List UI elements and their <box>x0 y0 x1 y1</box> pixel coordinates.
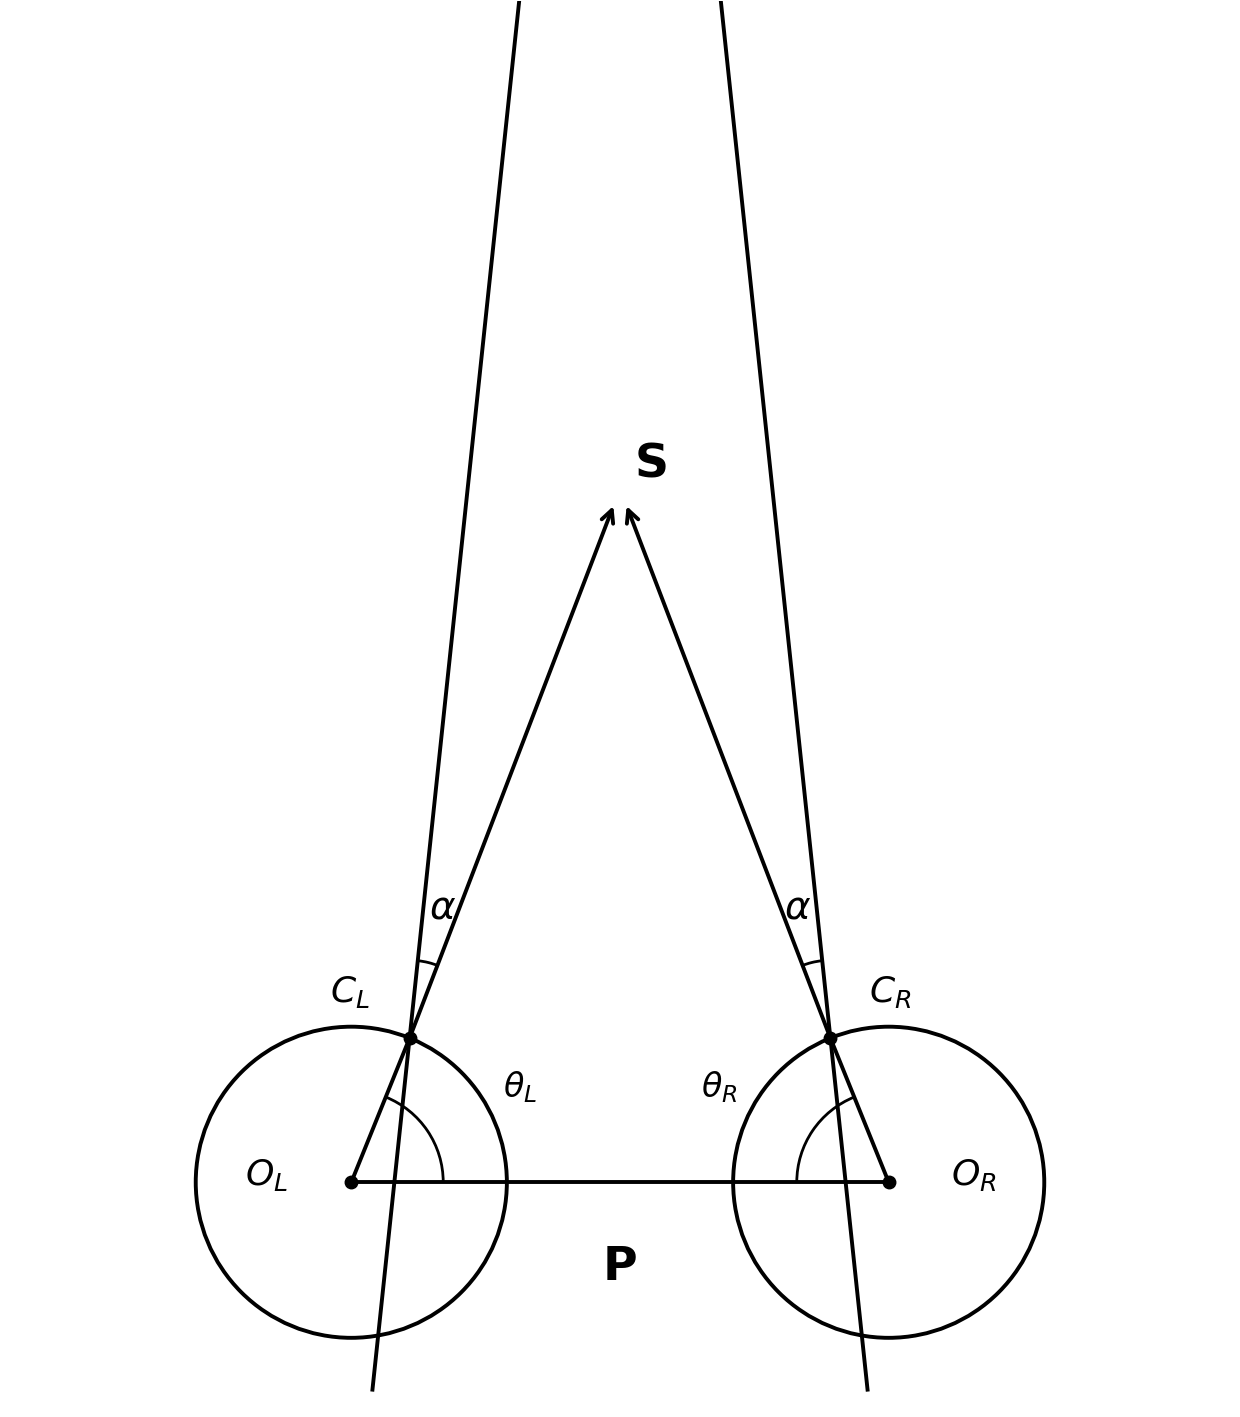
Text: $O_L$: $O_L$ <box>246 1158 288 1193</box>
Text: P: P <box>603 1244 637 1289</box>
Text: S: S <box>635 442 668 487</box>
Text: $\alpha$: $\alpha$ <box>785 888 811 927</box>
Text: $\alpha$: $\alpha$ <box>429 888 455 927</box>
Text: $\theta_R$: $\theta_R$ <box>702 1070 738 1105</box>
Text: $O_R$: $O_R$ <box>951 1158 997 1193</box>
Text: $\theta_L$: $\theta_L$ <box>503 1070 537 1105</box>
Text: $C_L$: $C_L$ <box>330 973 370 1010</box>
Text: $C_R$: $C_R$ <box>869 973 911 1010</box>
